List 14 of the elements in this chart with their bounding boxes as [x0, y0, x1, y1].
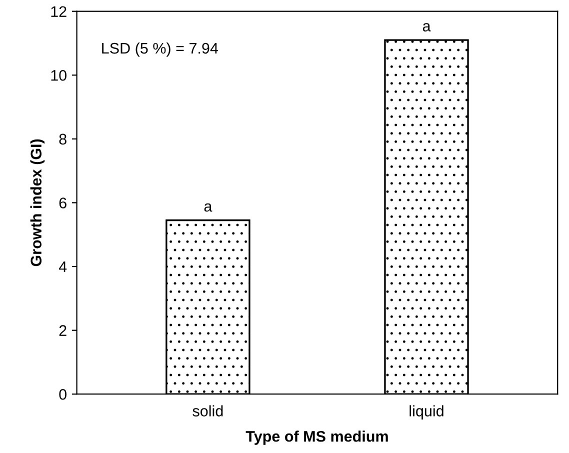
x-tick-label: liquid	[410, 405, 444, 420]
x-axis-title: Type of MS medium	[246, 430, 388, 445]
y-tick-label: 2	[59, 325, 66, 336]
y-tick-label: 10	[51, 70, 66, 81]
x-tick-label: solid	[192, 405, 223, 416]
y-tick-label: 0	[59, 388, 66, 400]
y-tick-label: 6	[59, 198, 66, 208]
annotation: a	[204, 203, 212, 212]
annotation: a	[422, 23, 431, 32]
y-axis-title: Growth index (GI)	[30, 139, 45, 266]
annotation: LSD (5 %) = 7.94	[102, 42, 218, 57]
y-tick-label: 12	[51, 6, 66, 17]
y-tick-label: 4	[58, 262, 67, 272]
y-tick-label: 8	[59, 134, 66, 145]
